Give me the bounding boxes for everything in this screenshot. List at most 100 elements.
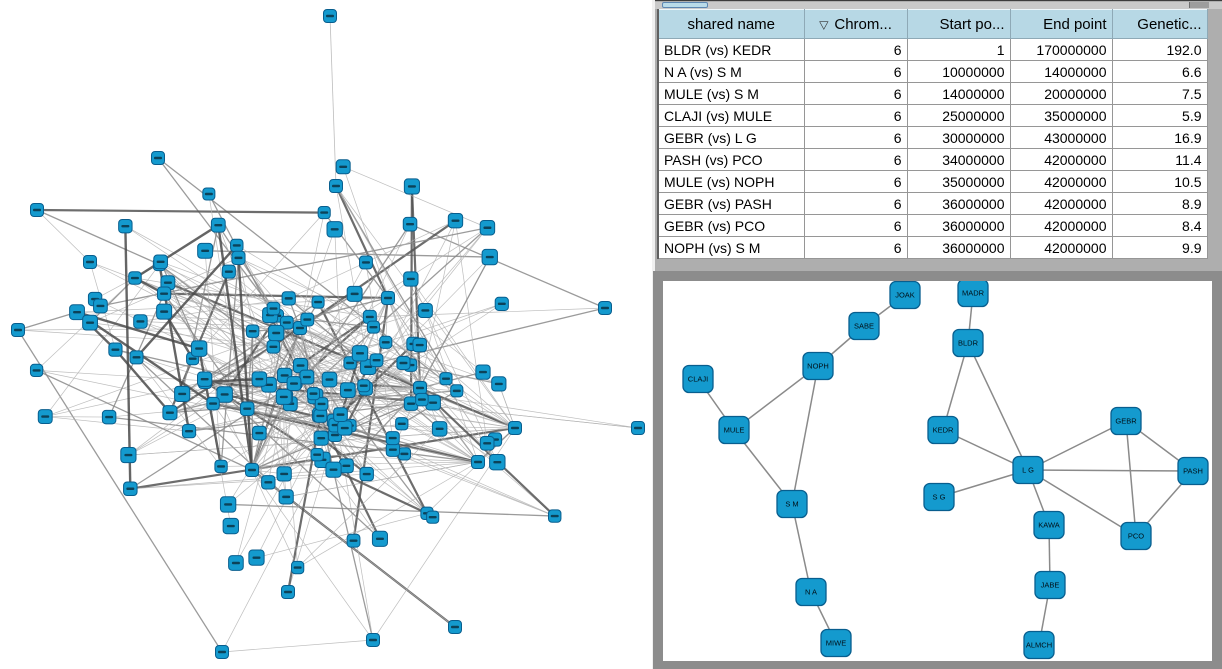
cell-chromosome[interactable]: 6	[803, 236, 908, 259]
network-edge[interactable]	[192, 358, 334, 470]
network-edge[interactable]	[335, 185, 389, 299]
network-node[interactable]	[481, 248, 498, 266]
network-edge[interactable]	[228, 503, 555, 517]
network-node[interactable]	[379, 335, 393, 349]
network-edge[interactable]	[160, 261, 499, 385]
network-edge[interactable]	[942, 342, 969, 431]
node-l-g[interactable]: L G	[1012, 455, 1044, 485]
network-edge[interactable]	[247, 402, 434, 410]
network-edge[interactable]	[333, 468, 428, 515]
network-edge[interactable]	[349, 425, 555, 517]
cell-genetic[interactable]: 8.9	[1111, 192, 1208, 215]
network-edge[interactable]	[109, 416, 479, 463]
cell-start-point[interactable]: 35000000	[906, 170, 1011, 193]
network-edge[interactable]	[135, 244, 238, 359]
network-node[interactable]	[197, 242, 214, 259]
node-pash[interactable]: PASH	[1177, 456, 1209, 486]
network-edge[interactable]	[299, 212, 325, 329]
network-node[interactable]	[266, 339, 281, 354]
network-edge[interactable]	[94, 298, 260, 380]
network-node[interactable]	[215, 645, 229, 659]
network-node[interactable]	[153, 254, 168, 270]
cell-chromosome[interactable]: 6	[803, 38, 908, 61]
network-edge[interactable]	[77, 297, 389, 313]
network-node[interactable]	[245, 324, 260, 338]
network-edge[interactable]	[251, 454, 318, 471]
cell-chromosome[interactable]: 6	[803, 104, 908, 127]
network-edge[interactable]	[114, 348, 171, 414]
subnetwork-view[interactable]: JOAK MADR SABE NOPH BLDR CLAJI MULE KEDR GEBR L G…	[663, 281, 1212, 661]
cell-genetic[interactable]: 16.9	[1111, 126, 1208, 149]
network-node[interactable]	[300, 312, 315, 327]
node-almch[interactable]: ALMCH	[1023, 630, 1055, 660]
network-node[interactable]	[471, 455, 485, 469]
network-edge[interactable]	[419, 220, 456, 389]
network-node[interactable]	[426, 510, 440, 524]
table-row[interactable]: GEBR (vs) L G 6 30000000 43000000 16.9	[657, 126, 1208, 149]
network-edge[interactable]	[221, 639, 374, 653]
network-node[interactable]	[231, 250, 246, 265]
network-node[interactable]	[508, 421, 522, 435]
network-edge[interactable]	[221, 459, 323, 653]
node-s-g[interactable]: S G	[923, 482, 955, 512]
network-edge[interactable]	[365, 262, 394, 439]
cell-shared-name[interactable]: CLAJI (vs) MULE	[657, 104, 805, 127]
network-edge[interactable]	[251, 459, 323, 471]
network-node[interactable]	[210, 217, 226, 233]
cell-genetic[interactable]: 192.0	[1111, 38, 1208, 61]
network-edge[interactable]	[134, 224, 219, 280]
network-node[interactable]	[37, 409, 53, 425]
cell-start-point[interactable]: 14000000	[906, 82, 1011, 105]
cell-shared-name[interactable]: MULE (vs) NOPH	[657, 170, 805, 193]
network-edge[interactable]	[164, 311, 516, 429]
network-node[interactable]	[403, 396, 419, 411]
network-node[interactable]	[325, 461, 342, 478]
network-node[interactable]	[339, 382, 356, 399]
network-edge[interactable]	[220, 257, 240, 467]
network-node[interactable]	[403, 271, 419, 287]
network-node[interactable]	[151, 151, 165, 165]
network-node[interactable]	[292, 357, 309, 374]
network-node[interactable]	[222, 517, 240, 535]
network-node[interactable]	[598, 301, 612, 315]
network-node[interactable]	[413, 381, 427, 395]
network-node[interactable]	[239, 401, 255, 416]
network-node[interactable]	[317, 206, 331, 220]
column-header-start-point[interactable]: Start po...	[906, 9, 1011, 39]
network-edge[interactable]	[45, 416, 190, 432]
network-edge[interactable]	[188, 387, 421, 432]
network-node[interactable]	[412, 337, 427, 353]
network-node[interactable]	[369, 353, 384, 368]
network-node[interactable]	[479, 435, 495, 451]
network-node[interactable]	[228, 555, 244, 571]
overview-network-panel[interactable]	[0, 0, 652, 669]
network-node[interactable]	[275, 388, 292, 405]
network-edge[interactable]	[295, 382, 322, 439]
node-joak[interactable]: JOAK	[889, 281, 921, 310]
network-edge[interactable]	[343, 166, 488, 229]
network-node[interactable]	[219, 496, 237, 513]
network-edge[interactable]	[256, 512, 428, 559]
network-node[interactable]	[631, 421, 645, 435]
network-edge[interactable]	[251, 303, 502, 471]
table-row[interactable]: BLDR (vs) KEDR 6 1 170000000 192.0	[657, 38, 1208, 61]
network-node[interactable]	[286, 376, 302, 391]
network-node[interactable]	[69, 304, 85, 321]
network-edge[interactable]	[192, 212, 325, 359]
network-node[interactable]	[299, 369, 315, 385]
cell-start-point[interactable]: 36000000	[906, 214, 1011, 237]
network-node[interactable]	[156, 286, 172, 301]
cell-chromosome[interactable]: 6	[803, 60, 908, 83]
cell-shared-name[interactable]: GEBR (vs) L G	[657, 126, 805, 149]
column-header-genetic[interactable]: Genetic...	[1111, 9, 1208, 39]
network-node[interactable]	[281, 585, 295, 599]
network-node[interactable]	[128, 271, 142, 285]
node-claji[interactable]: CLAJI	[682, 364, 714, 394]
network-node[interactable]	[252, 425, 267, 441]
network-node[interactable]	[450, 384, 464, 398]
network-node[interactable]	[313, 408, 328, 423]
network-edge[interactable]	[967, 342, 1029, 471]
network-node[interactable]	[261, 475, 276, 490]
network-node[interactable]	[251, 371, 268, 387]
node-madr[interactable]: MADR	[957, 281, 989, 308]
